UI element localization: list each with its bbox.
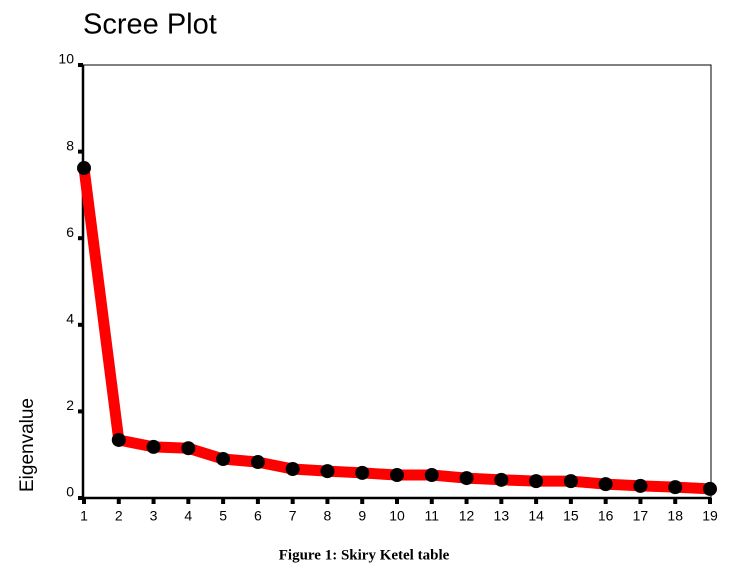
x-tick bbox=[82, 498, 86, 504]
chart-title: Scree Plot bbox=[83, 9, 217, 41]
x-tick-label: 6 bbox=[254, 508, 262, 524]
x-tick-label: 10 bbox=[389, 508, 405, 524]
x-tick-label: 7 bbox=[289, 508, 297, 524]
x-tick bbox=[638, 498, 643, 504]
x-tick-label: 12 bbox=[459, 508, 475, 524]
x-tick bbox=[708, 498, 712, 504]
x-tick-label: 18 bbox=[667, 508, 683, 524]
x-tick bbox=[151, 498, 156, 504]
data-point bbox=[668, 480, 683, 495]
x-tick-label: 15 bbox=[563, 508, 579, 524]
x-tick bbox=[395, 498, 399, 504]
x-tick-label: 8 bbox=[324, 508, 332, 524]
data-point bbox=[77, 161, 91, 176]
x-tick-label: 3 bbox=[150, 508, 158, 524]
data-point bbox=[459, 471, 474, 486]
data-point bbox=[111, 432, 126, 447]
y-tick-label: 4 bbox=[66, 311, 74, 327]
x-tick bbox=[290, 498, 295, 504]
y-axis-label: Eigenvalue bbox=[17, 398, 38, 492]
x-tick bbox=[464, 498, 469, 504]
y-tick-label: 0 bbox=[66, 484, 74, 500]
y-tick bbox=[78, 236, 83, 241]
x-tick bbox=[568, 498, 573, 504]
data-point bbox=[320, 464, 335, 479]
data-point bbox=[633, 478, 648, 493]
y-tick bbox=[78, 322, 83, 327]
y-tick bbox=[78, 149, 83, 154]
data-point bbox=[563, 474, 578, 489]
data-point bbox=[598, 477, 613, 492]
data-point bbox=[250, 455, 265, 470]
x-tick bbox=[116, 498, 121, 504]
x-tick-label: 19 bbox=[702, 508, 718, 524]
x-tick-label: 11 bbox=[425, 508, 440, 524]
data-point bbox=[390, 468, 404, 483]
y-tick-label: 2 bbox=[66, 397, 74, 413]
data-point bbox=[703, 481, 717, 496]
x-tick bbox=[603, 498, 608, 504]
x-tick bbox=[360, 498, 365, 504]
y-tick-label: 6 bbox=[66, 224, 74, 240]
x-tick-label: 5 bbox=[219, 508, 227, 524]
x-tick bbox=[221, 498, 226, 504]
plot-frame bbox=[82, 64, 712, 499]
x-tick bbox=[673, 498, 678, 504]
x-tick-label: 2 bbox=[115, 508, 123, 524]
data-line bbox=[78, 167, 711, 495]
x-tick-label: 4 bbox=[184, 508, 192, 524]
caption: Figure 1: Skiry Ketel table bbox=[279, 547, 450, 563]
data-point bbox=[146, 439, 161, 454]
data-point bbox=[181, 441, 196, 456]
data-point bbox=[494, 472, 509, 487]
x-tick bbox=[186, 498, 191, 504]
x-tick-label: 17 bbox=[633, 508, 649, 524]
x-tick bbox=[325, 498, 330, 504]
x-tick-label: 14 bbox=[528, 508, 544, 524]
data-point bbox=[355, 465, 370, 480]
x-tick-label: 1 bbox=[80, 508, 88, 524]
x-tick-label: 16 bbox=[598, 508, 614, 524]
x-tick-label: 13 bbox=[494, 508, 510, 524]
y-tick bbox=[78, 496, 83, 500]
x-tick bbox=[255, 498, 260, 504]
x-tick-label: 9 bbox=[358, 508, 366, 524]
y-tick bbox=[78, 63, 83, 67]
data-point bbox=[216, 452, 231, 467]
data-point bbox=[285, 461, 300, 476]
y-tick bbox=[78, 409, 83, 414]
x-tick bbox=[534, 498, 539, 504]
data-point bbox=[529, 474, 544, 489]
x-tick bbox=[499, 498, 504, 504]
y-tick-label: 10 bbox=[58, 51, 74, 67]
x-tick bbox=[429, 498, 434, 504]
y-tick-label: 8 bbox=[66, 137, 74, 153]
data-point bbox=[424, 468, 439, 483]
